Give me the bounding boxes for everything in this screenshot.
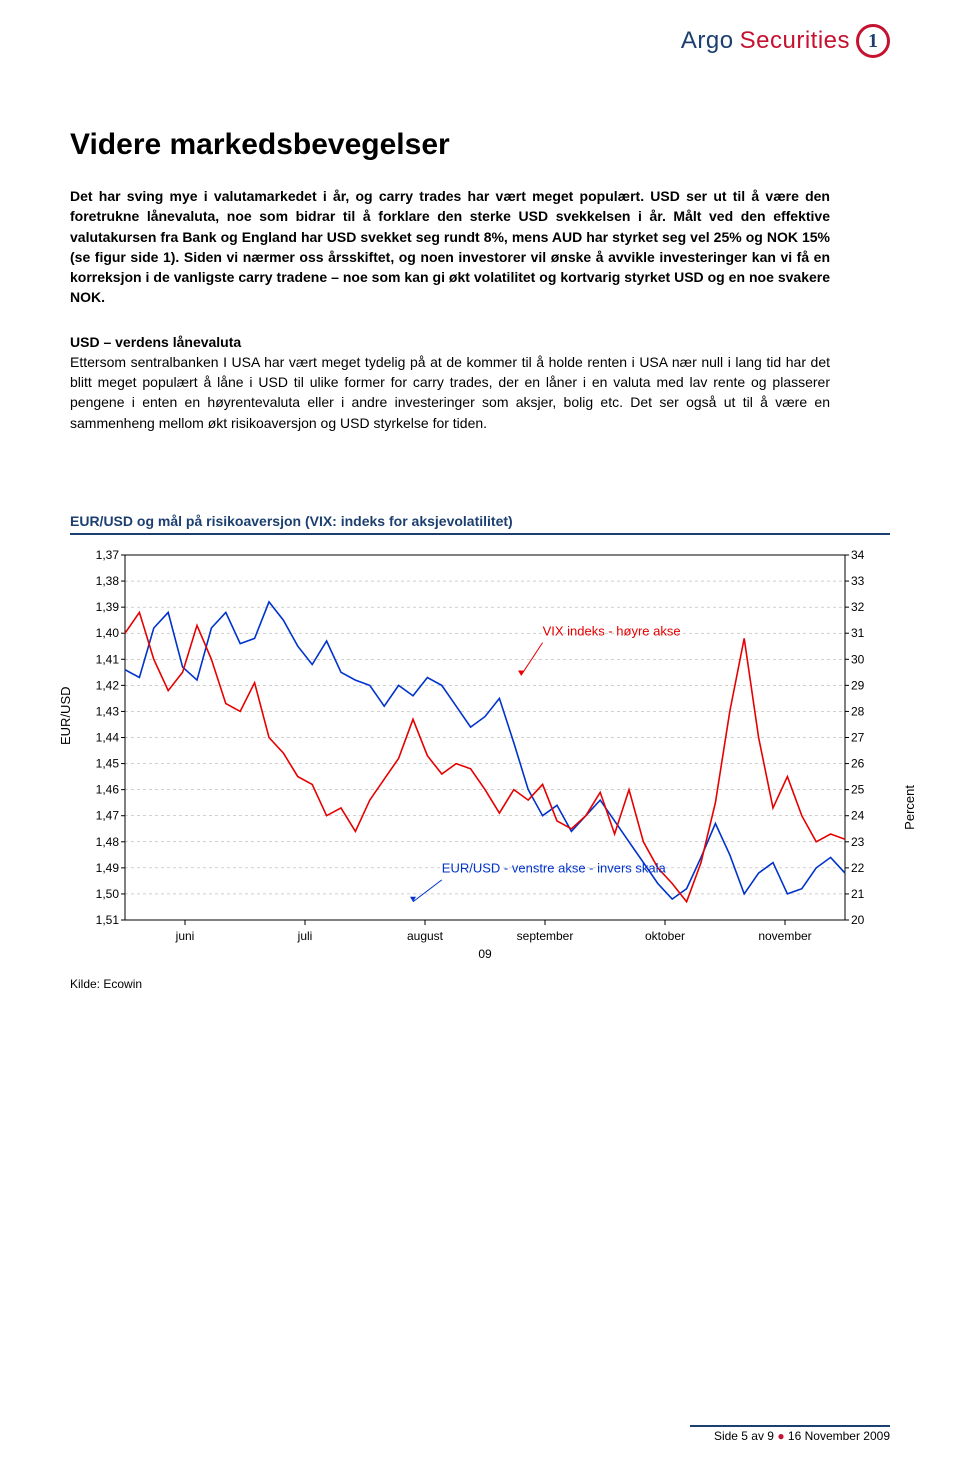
svg-text:20: 20	[851, 913, 865, 927]
svg-text:34: 34	[851, 548, 865, 562]
footer-date: 16 November 2009	[788, 1429, 890, 1443]
svg-text:26: 26	[851, 757, 865, 771]
svg-text:1,44: 1,44	[96, 730, 120, 744]
svg-text:1,46: 1,46	[96, 783, 120, 797]
svg-text:juni: juni	[175, 929, 195, 943]
svg-text:31: 31	[851, 626, 865, 640]
svg-text:27: 27	[851, 730, 865, 744]
svg-text:juli: juli	[297, 929, 313, 943]
brand-name-part2: Securities	[740, 27, 850, 55]
svg-text:1,39: 1,39	[96, 600, 120, 614]
svg-text:1,41: 1,41	[96, 652, 120, 666]
svg-text:24: 24	[851, 809, 865, 823]
chart-container: EUR/USD og mål på risikoaversjon (VIX: i…	[70, 513, 890, 991]
page-title: Videre markedsbevegelser	[70, 128, 890, 162]
svg-text:22: 22	[851, 861, 865, 875]
svg-text:1,49: 1,49	[96, 861, 120, 875]
chart-plot: EUR/USD Percent 1,37341,38331,39321,4031…	[70, 545, 890, 975]
svg-text:32: 32	[851, 600, 865, 614]
body-paragraph: Ettersom sentralbanken I USA har vært me…	[70, 352, 830, 433]
svg-text:august: august	[407, 929, 444, 943]
svg-text:30: 30	[851, 652, 865, 666]
svg-text:september: september	[517, 929, 574, 943]
svg-text:33: 33	[851, 574, 865, 588]
subheading: USD – verdens lånevaluta	[70, 334, 890, 350]
svg-text:1,48: 1,48	[96, 835, 120, 849]
svg-text:1,40: 1,40	[96, 626, 120, 640]
brand-mark-icon: 1	[856, 24, 890, 58]
svg-text:09: 09	[478, 947, 492, 961]
svg-text:1,38: 1,38	[96, 574, 120, 588]
svg-text:21: 21	[851, 887, 865, 901]
brand-name-part1: Argo	[681, 27, 734, 55]
svg-text:oktober: oktober	[645, 929, 685, 943]
chart-title: EUR/USD og mål på risikoaversjon (VIX: i…	[70, 513, 890, 535]
svg-text:VIX indeks - høyre akse: VIX indeks - høyre akse	[543, 623, 681, 638]
svg-text:november: november	[758, 929, 811, 943]
svg-text:28: 28	[851, 704, 865, 718]
svg-text:1,43: 1,43	[96, 704, 120, 718]
svg-text:1,47: 1,47	[96, 809, 120, 823]
svg-text:1,51: 1,51	[96, 913, 120, 927]
svg-text:23: 23	[851, 835, 865, 849]
svg-text:EUR/USD - venstre akse - inver: EUR/USD - venstre akse - invers skala	[442, 861, 667, 876]
right-axis-label: Percent	[902, 785, 917, 830]
svg-text:1,50: 1,50	[96, 887, 120, 901]
footer-page: Side 5 av 9	[714, 1429, 774, 1443]
footer-bullet-icon: ●	[777, 1429, 784, 1443]
svg-text:29: 29	[851, 678, 865, 692]
brand-logo: Argo Securities 1	[681, 24, 890, 58]
page-footer: Side 5 av 9 ● 16 November 2009	[690, 1425, 890, 1443]
chart-svg: 1,37 34 1,38 33 1,39 32 1,40 31 1,41 30 1,42 29 1,43…	[70, 545, 890, 975]
svg-text:1,37: 1,37	[96, 548, 120, 562]
svg-text:25: 25	[851, 783, 865, 797]
lead-paragraph: Det har sving mye i valutamarkedet i år,…	[70, 186, 830, 308]
chart-source: Kilde: Ecowin	[70, 977, 890, 991]
svg-text:1,45: 1,45	[96, 757, 120, 771]
left-axis-label: EUR/USD	[58, 686, 73, 745]
svg-text:1,42: 1,42	[96, 678, 120, 692]
